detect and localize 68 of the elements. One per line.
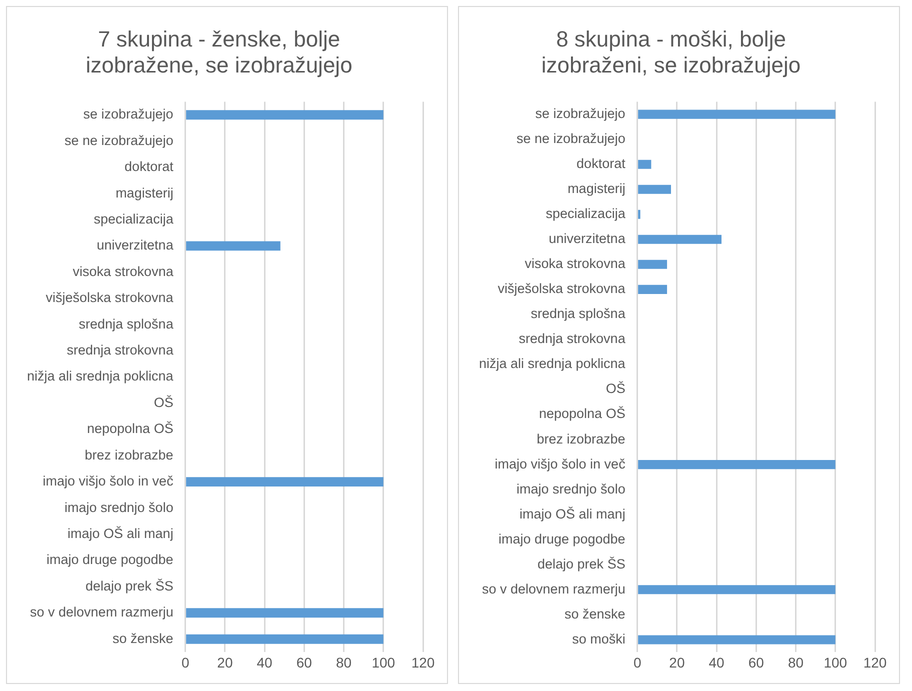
y-tick-label: se ne izobražujejo bbox=[64, 132, 174, 148]
y-tick-label: imajo druge pogodbe bbox=[498, 531, 626, 546]
y-tick-label: magisterij bbox=[116, 185, 174, 200]
bar bbox=[638, 460, 836, 470]
y-tick-label: nepopolna OŠ bbox=[539, 406, 626, 422]
x-tick-label: 20 bbox=[669, 654, 685, 670]
y-tick-label: višješolska strokovna bbox=[498, 281, 626, 296]
x-tick-label: 0 bbox=[181, 654, 190, 670]
y-tick-label: univerzitetna bbox=[96, 238, 174, 253]
y-tick-label: visoka strokovna bbox=[72, 264, 174, 279]
y-tick-label: specializacija bbox=[546, 206, 626, 222]
y-tick-label: delajo prek ŠS bbox=[86, 578, 174, 594]
x-tick-label: 0 bbox=[633, 654, 642, 670]
x-tick-label: 40 bbox=[708, 654, 725, 670]
x-tick-label: 20 bbox=[217, 654, 233, 670]
chart-title: 7 skupina - ženske, bolje izobražene, se izobražujejo bbox=[86, 26, 352, 78]
y-tick-label: so ženske bbox=[564, 606, 626, 622]
y-tick-label: imajo OŠ ali manj bbox=[68, 526, 174, 541]
y-tick-label: brez izobrazbe bbox=[84, 447, 174, 462]
y-tick-label: brez izobrazbe bbox=[536, 431, 626, 446]
y-tick-label: se izobražujejo bbox=[535, 106, 626, 122]
y-tick-label: nižja ali srednja poklicna bbox=[26, 368, 174, 384]
bar bbox=[638, 284, 668, 294]
bar bbox=[638, 160, 652, 169]
y-tick-label: OŠ bbox=[154, 394, 174, 410]
bar bbox=[638, 260, 668, 269]
y-tick-label: so moški bbox=[572, 631, 626, 646]
y-tick-label: srednja splošna bbox=[530, 306, 626, 322]
y-tick-label: imajo druge pogodbe bbox=[46, 552, 174, 568]
y-tick-label: srednja strokovna bbox=[66, 342, 174, 358]
y-tick-label: nižja ali srednja poklicna bbox=[478, 356, 626, 372]
y-tick-label: magisterij bbox=[568, 181, 626, 196]
bar bbox=[638, 234, 722, 244]
y-tick-label: so v delovnem razmerju bbox=[482, 581, 626, 596]
x-tick-label: 40 bbox=[256, 654, 273, 670]
x-tick-label: 100 bbox=[824, 654, 848, 670]
y-tick-label: nepopolna OŠ bbox=[87, 421, 174, 436]
bar bbox=[638, 585, 836, 594]
y-tick-label: imajo srednjo šolo bbox=[516, 481, 626, 496]
y-tick-label: višješolska strokovna bbox=[46, 290, 174, 306]
y-tick-label: visoka strokovna bbox=[524, 256, 626, 272]
y-tick-label: delajo prek ŠS bbox=[538, 556, 626, 572]
y-tick-label: imajo višjo šolo in več bbox=[494, 456, 626, 472]
y-tick-label: OŠ bbox=[606, 381, 626, 396]
x-tick-label: 60 bbox=[748, 654, 764, 670]
y-tick-label: imajo srednjo šolo bbox=[64, 500, 174, 515]
bar bbox=[638, 110, 836, 119]
y-tick-label: doktorat bbox=[576, 156, 626, 172]
y-tick-label: so v delovnem razmerju bbox=[30, 604, 174, 620]
y-tick-label: srednja strokovna bbox=[518, 331, 626, 346]
x-tick-label: 120 bbox=[863, 654, 887, 670]
bar bbox=[638, 635, 836, 644]
x-tick-label: 120 bbox=[411, 654, 435, 670]
y-tick-label: srednja splošna bbox=[78, 316, 174, 332]
bar bbox=[638, 184, 671, 194]
y-tick-label: doktorat bbox=[124, 159, 174, 174]
y-tick-label: specializacija bbox=[94, 211, 174, 226]
x-tick-label: 60 bbox=[296, 654, 312, 670]
x-tick-label: 100 bbox=[372, 654, 396, 670]
y-tick-label: se izobražujejo bbox=[83, 106, 174, 122]
y-tick-label: imajo OŠ ali manj bbox=[520, 506, 626, 522]
y-tick-label: imajo višjo šolo in več bbox=[42, 474, 174, 489]
x-tick-label: 80 bbox=[788, 654, 804, 670]
y-tick-label: se ne izobražujejo bbox=[516, 131, 626, 146]
y-tick-label: univerzitetna bbox=[548, 231, 626, 246]
y-tick-label: so ženske bbox=[112, 630, 174, 646]
chart-title: 8 skupina - moški, bolje izobraženi, se izobražujejo bbox=[541, 26, 801, 78]
x-tick-label: 80 bbox=[336, 654, 352, 670]
